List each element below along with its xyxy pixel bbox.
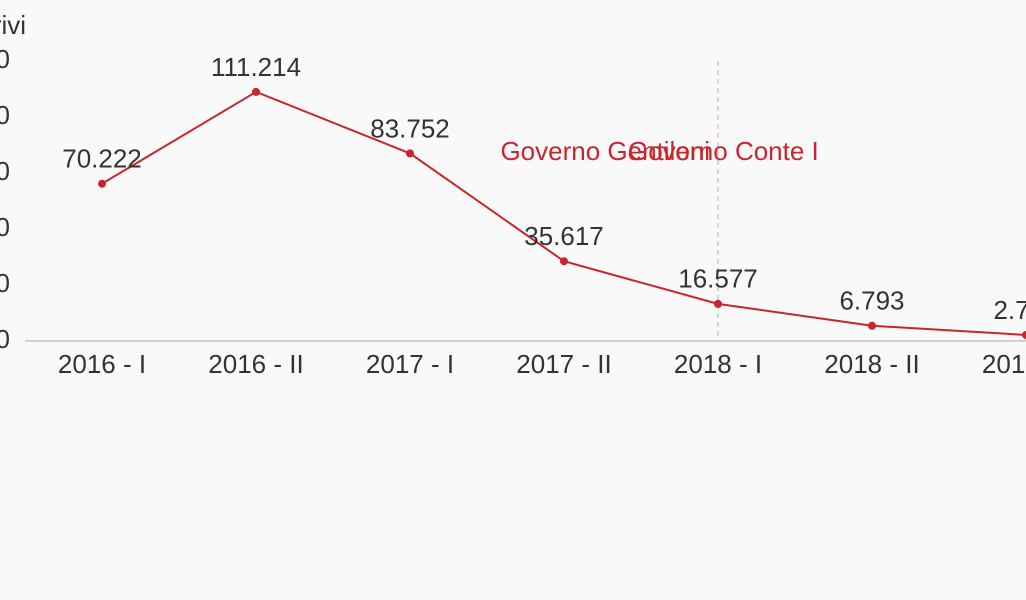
data-point bbox=[714, 299, 722, 308]
y-tick-label: 50.000 bbox=[0, 212, 10, 242]
x-tick-label: 2018 - I bbox=[674, 349, 762, 379]
x-tick-label: 2018 - II bbox=[824, 349, 919, 379]
y-tick-label: 125.000 bbox=[0, 44, 10, 74]
y-tick-label: 100.000 bbox=[0, 100, 10, 130]
annotation: Governo Conte I bbox=[628, 136, 819, 166]
y-tick-label: 25.000 bbox=[0, 268, 10, 298]
annotation: Governo Gentiloni bbox=[500, 136, 710, 166]
data-point bbox=[1022, 330, 1026, 339]
y-tick-label: 0 bbox=[0, 324, 10, 354]
data-label: 35.617 bbox=[524, 221, 604, 251]
data-label: 16.577 bbox=[678, 264, 758, 294]
data-label: 70.222 bbox=[62, 144, 142, 174]
y-tick-label: 75.000 bbox=[0, 156, 10, 186]
data-point bbox=[406, 149, 414, 158]
x-tick-label: 2017 - II bbox=[516, 349, 611, 379]
x-tick-label: 2016 - II bbox=[208, 349, 303, 379]
data-point bbox=[98, 179, 106, 188]
data-label: 2.700 bbox=[993, 295, 1026, 325]
x-tick-label: 2019 - I bbox=[982, 349, 1026, 379]
chart-title: Arrivi bbox=[0, 10, 26, 40]
data-point bbox=[868, 321, 876, 330]
data-label: 111.214 bbox=[211, 52, 301, 82]
data-label: 6.793 bbox=[839, 286, 904, 316]
x-tick-label: 2016 - I bbox=[58, 349, 146, 379]
data-label: 83.752 bbox=[370, 113, 450, 143]
data-point bbox=[560, 257, 568, 266]
data-point bbox=[252, 87, 260, 96]
x-tick-label: 2017 - I bbox=[366, 349, 454, 379]
